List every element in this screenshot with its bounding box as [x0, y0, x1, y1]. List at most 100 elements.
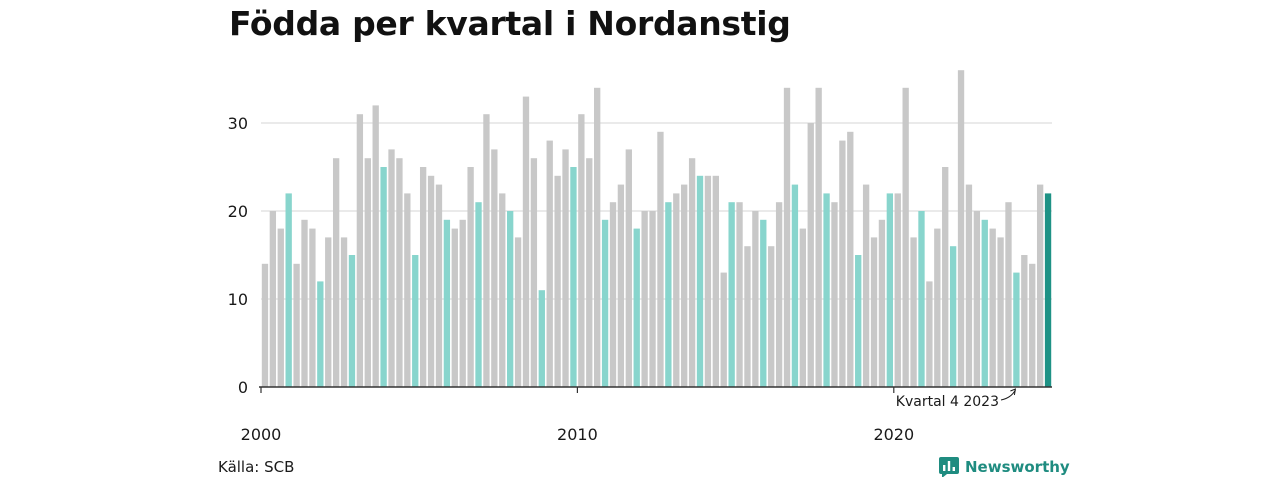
- bar: [744, 246, 751, 387]
- bar: [348, 255, 356, 387]
- source-note: Källa: SCB: [218, 458, 295, 476]
- bar: [1044, 193, 1052, 387]
- bar: [483, 114, 490, 387]
- bar: [973, 211, 981, 387]
- bar: [570, 167, 577, 387]
- bar: [934, 228, 941, 387]
- bar: [396, 158, 403, 387]
- bar: [1021, 255, 1028, 387]
- bar: [704, 175, 712, 387]
- bar: [317, 281, 324, 387]
- bar: [451, 228, 458, 387]
- bar: [419, 167, 427, 387]
- bar: [981, 219, 988, 387]
- bar-chart: 0 10 20 30 2000 2010 2020 Kvartal 4 2023: [228, 70, 1052, 444]
- annotation-arrow: [1000, 389, 1016, 401]
- y-tick-label: 0: [238, 378, 248, 397]
- bar: [831, 202, 838, 387]
- bar: [372, 105, 379, 388]
- bar: [546, 140, 553, 387]
- bar: [665, 202, 672, 387]
- annotation: Kvartal 4 2023: [896, 388, 1017, 410]
- bar: [688, 158, 696, 387]
- bar: [910, 237, 917, 387]
- bar: [435, 184, 443, 387]
- bar: [514, 237, 522, 387]
- bar: [625, 149, 632, 387]
- bar: [364, 158, 371, 387]
- bar: [538, 290, 545, 387]
- bar: [404, 193, 411, 387]
- bar: [562, 149, 569, 387]
- brand-name: Newsworthy: [965, 458, 1070, 476]
- bar: [301, 219, 308, 387]
- bar: [427, 175, 435, 387]
- bar: [554, 175, 561, 387]
- bar: [894, 193, 901, 387]
- bar: [356, 114, 364, 387]
- bar: [388, 149, 395, 387]
- bar: [855, 255, 862, 387]
- bar: [768, 246, 775, 387]
- page-title: Födda per kvartal i Nordanstig: [229, 4, 791, 43]
- bar: [293, 263, 300, 387]
- bar: [681, 184, 688, 387]
- bar: [839, 140, 846, 387]
- bar: [325, 237, 332, 387]
- bar: [578, 114, 585, 387]
- bar: [886, 193, 894, 387]
- bar: [522, 96, 530, 387]
- gridlines: [261, 122, 1052, 300]
- bar: [499, 193, 506, 387]
- bar: [340, 237, 348, 387]
- y-axis-ticks: 0 10 20 30: [228, 114, 248, 397]
- bar: [673, 193, 680, 387]
- bar: [957, 70, 965, 387]
- bar: [530, 158, 538, 387]
- bar: [926, 281, 933, 387]
- bar: [791, 184, 799, 387]
- bar: [949, 246, 957, 387]
- bar: [760, 219, 767, 387]
- bar: [412, 255, 419, 387]
- bar: [862, 184, 870, 387]
- bar: [641, 211, 648, 387]
- bar: [752, 211, 759, 387]
- bar: [815, 87, 822, 388]
- newsworthy-logo-icon: [939, 457, 959, 477]
- x-tick-label: 2010: [557, 425, 598, 444]
- x-axis-ticks: 2000 2010 2020: [241, 387, 914, 444]
- bar: [601, 219, 609, 387]
- y-tick-label: 30: [228, 114, 248, 133]
- bar: [942, 167, 949, 387]
- bar: [261, 263, 269, 387]
- bar: [902, 87, 909, 388]
- bar: [989, 228, 996, 387]
- bar: [657, 131, 664, 387]
- bar: [728, 202, 735, 387]
- brand-logo: Newsworthy: [939, 456, 1070, 478]
- bar: [617, 184, 625, 387]
- bar: [878, 219, 886, 387]
- bar: [965, 184, 973, 387]
- y-tick-label: 10: [228, 290, 248, 309]
- bar: [285, 193, 292, 387]
- bar: [467, 167, 474, 387]
- bar: [1029, 263, 1036, 387]
- x-tick-label: 2000: [241, 425, 282, 444]
- bar: [332, 158, 340, 387]
- bar: [380, 167, 387, 387]
- bar: [309, 228, 316, 387]
- annotation-arrowhead: [1010, 388, 1017, 396]
- bars: [261, 70, 1052, 388]
- y-tick-label: 20: [228, 202, 248, 221]
- bar: [783, 87, 791, 388]
- bar: [633, 228, 640, 387]
- bar: [775, 202, 783, 387]
- bar: [1005, 202, 1012, 387]
- bar: [736, 202, 743, 387]
- bar: [269, 211, 277, 387]
- bar: [870, 237, 878, 387]
- bar: [475, 202, 482, 387]
- annotation-label: Kvartal 4 2023: [896, 394, 999, 410]
